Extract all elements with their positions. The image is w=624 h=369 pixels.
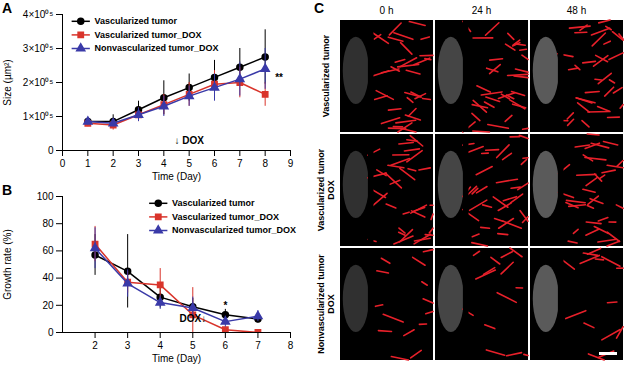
- svg-text:1×10⁰⁵: 1×10⁰⁵: [23, 111, 54, 122]
- svg-text:24 h: 24 h: [472, 5, 491, 16]
- svg-text:20: 20: [42, 300, 54, 311]
- svg-text:Time (Day): Time (Day): [152, 171, 201, 182]
- svg-text:9: 9: [288, 158, 294, 169]
- svg-text:8: 8: [288, 340, 294, 351]
- svg-text:7: 7: [255, 340, 261, 351]
- svg-text:6: 6: [223, 340, 229, 351]
- svg-text:0: 0: [48, 145, 54, 156]
- svg-text:7: 7: [237, 158, 243, 169]
- svg-text:2×10⁰⁵: 2×10⁰⁵: [23, 77, 54, 88]
- svg-text:0: 0: [48, 327, 54, 338]
- svg-text:Vascularized tumor: Vascularized tumor: [321, 34, 331, 117]
- svg-text:8: 8: [262, 158, 268, 169]
- html-text:B: B: [2, 182, 13, 198]
- svg-text:4: 4: [161, 158, 167, 169]
- svg-text:4×10⁰⁵: 4×10⁰⁵: [23, 9, 54, 20]
- svg-text:6: 6: [212, 158, 218, 169]
- svg-text:Nonvascularized tumor_DOX: Nonvascularized tumor_DOX: [172, 225, 296, 235]
- svg-text:80: 80: [42, 218, 54, 229]
- svg-text:Size (µm²): Size (µm²): [2, 59, 13, 105]
- svg-text:60: 60: [42, 245, 54, 256]
- svg-text:Time (Day): Time (Day): [152, 353, 201, 364]
- svg-text:Vascularized tumor_DOX: Vascularized tumor_DOX: [94, 30, 201, 40]
- svg-text:1: 1: [85, 158, 91, 169]
- svg-text:C: C: [314, 0, 324, 16]
- svg-text:4: 4: [157, 340, 163, 351]
- svg-text:5: 5: [190, 340, 196, 351]
- svg-text:Vascularized tumorDOX: Vascularized tumorDOX: [316, 148, 336, 231]
- svg-text:100: 100: [37, 191, 54, 202]
- svg-text:3×10⁰⁵: 3×10⁰⁵: [23, 43, 54, 54]
- svg-text:Growth rate (%): Growth rate (%): [2, 229, 13, 300]
- svg-text:2: 2: [92, 340, 98, 351]
- svg-text:40: 40: [42, 272, 54, 283]
- svg-text:0 h: 0 h: [380, 5, 394, 16]
- svg-text:Vascularized tumor_DOX: Vascularized tumor_DOX: [172, 212, 279, 222]
- svg-text:Nonvascularized tumorDOX: Nonvascularized tumorDOX: [316, 254, 336, 354]
- svg-text:5: 5: [186, 158, 192, 169]
- svg-text:48 h: 48 h: [567, 5, 586, 16]
- svg-text:Vascularized tumor: Vascularized tumor: [172, 198, 255, 208]
- svg-text:*: *: [223, 300, 227, 311]
- html-text:A: A: [2, 0, 13, 16]
- svg-text:Nonvascularized tumor_DOX: Nonvascularized tumor_DOX: [94, 43, 218, 53]
- svg-text:2: 2: [110, 158, 116, 169]
- svg-text:DOX↓: DOX↓: [179, 313, 206, 324]
- svg-text:Vascularized tumor: Vascularized tumor: [94, 16, 177, 26]
- svg-text:↓ DOX: ↓ DOX: [174, 135, 204, 146]
- svg-text:3: 3: [136, 158, 142, 169]
- svg-text:**: **: [275, 72, 283, 83]
- svg-text:3: 3: [125, 340, 131, 351]
- svg-text:0: 0: [60, 158, 66, 169]
